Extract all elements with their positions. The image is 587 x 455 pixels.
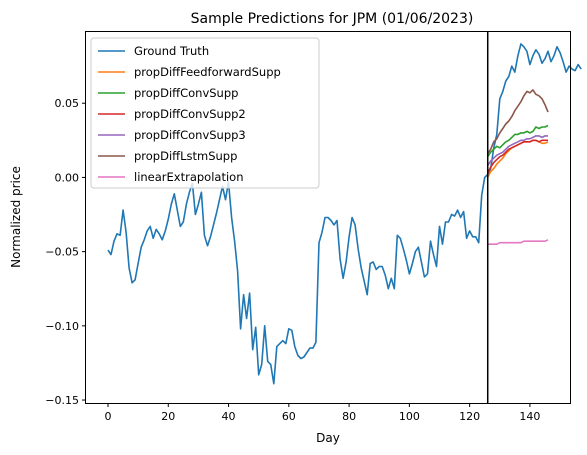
legend-label: propDiffFeedforwardSupp bbox=[134, 65, 281, 79]
series-line-3 bbox=[486, 139, 548, 174]
series-line-5 bbox=[487, 89, 549, 155]
legend-frame bbox=[90, 37, 320, 189]
y-tick-label: 0.05 bbox=[55, 97, 80, 110]
x-tick-label: 0 bbox=[105, 410, 112, 423]
x-tick-label: 100 bbox=[399, 410, 420, 423]
y-tick-label: −0.05 bbox=[45, 246, 79, 259]
x-tick-label: 140 bbox=[519, 410, 540, 423]
x-axis-title: Day bbox=[316, 431, 340, 445]
legend: Ground Truth propDiffFeedforwardSupp propD… bbox=[90, 37, 320, 189]
y-tick-label: −0.10 bbox=[45, 320, 79, 333]
legend-label: propDiffConvSupp2 bbox=[134, 107, 246, 121]
y-tick-label: −0.15 bbox=[45, 394, 79, 407]
ticks-layer: 0 20 40 60 80 100 120 140 −0.15 −0.10 −0.05 0.00 0.0… bbox=[45, 97, 540, 423]
x-tick-label: 120 bbox=[459, 410, 480, 423]
legend-label: propDiffConvSupp bbox=[134, 86, 238, 100]
x-tick-label: 60 bbox=[282, 410, 296, 423]
y-axis-title: Normalized price bbox=[9, 166, 23, 268]
x-tick-label: 80 bbox=[342, 410, 356, 423]
plot-frame bbox=[85, 31, 571, 404]
x-tick-label: 20 bbox=[161, 410, 175, 423]
series-line-6 bbox=[487, 239, 549, 245]
legend-label: propDiffLstmSupp bbox=[134, 149, 237, 163]
series-layer bbox=[107, 32, 582, 403]
series-line-4 bbox=[487, 135, 548, 167]
legend-label: propDiffConvSupp3 bbox=[134, 128, 246, 142]
series-line-2 bbox=[487, 124, 549, 158]
y-tick-label: 0.00 bbox=[55, 171, 80, 184]
legend-label: linearExtrapolation bbox=[134, 170, 244, 184]
chart-title: Sample Predictions for JPM (01/06/2023) bbox=[191, 11, 474, 27]
series-line-0 bbox=[107, 43, 582, 385]
x-tick-label: 40 bbox=[222, 410, 236, 423]
legend-label: Ground Truth bbox=[134, 44, 209, 58]
